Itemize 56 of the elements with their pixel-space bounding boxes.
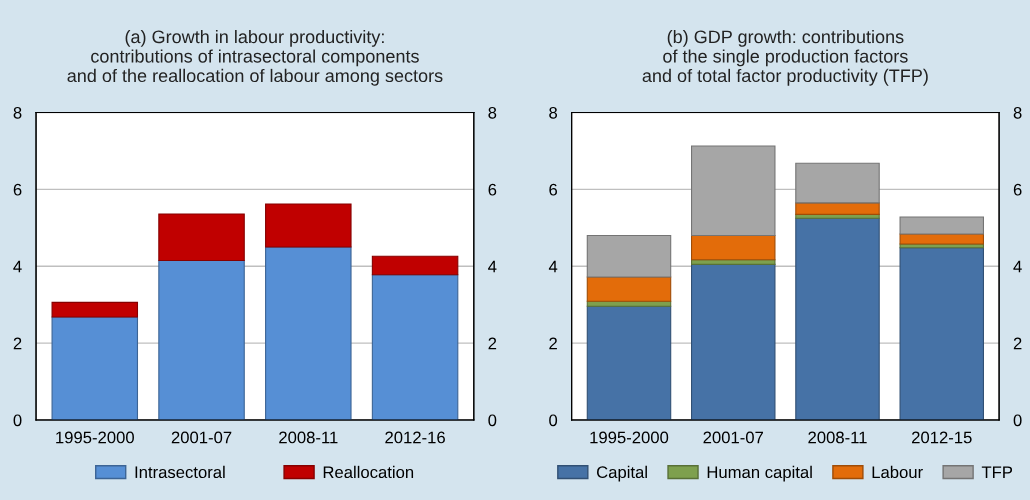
x-tick-label: 2008-11: [808, 431, 867, 444]
x-tick-label: 1995-2000: [590, 431, 669, 444]
y-tick-label: 6: [13, 183, 22, 196]
y-tick-label: 0: [549, 414, 558, 427]
y2-tick-label: 4: [1013, 260, 1022, 273]
y2-tick-label: 2: [488, 337, 497, 350]
y2-tick-label: 8: [488, 106, 497, 119]
bar: [899, 247, 985, 420]
y-tick-label: 2: [549, 337, 557, 350]
bar: [158, 259, 245, 420]
x-tick-label: 2001-07: [703, 431, 763, 444]
bar: [795, 202, 880, 215]
chart-title: (b) GDP growth: contributions of the single production factors and of total factor productivity (TFP): [642, 29, 928, 86]
chart-title: (a) Growth in labour productivity: contributions of intrasectoral components and of the reallocation of labour among sectors: [67, 29, 443, 86]
legend-label: Capital: [597, 465, 647, 482]
x-tick-label: 2001-07: [171, 431, 232, 444]
x-tick-label: 2012-16: [385, 431, 445, 444]
y-tick-label: 0: [13, 414, 22, 427]
bar: [51, 301, 139, 318]
bar: [586, 276, 672, 302]
bar: [265, 203, 352, 248]
bar: [795, 162, 880, 204]
y-tick-label: 6: [549, 183, 558, 196]
y2-tick-label: 8: [1013, 106, 1022, 119]
bar: [51, 316, 139, 420]
bar: [690, 263, 776, 420]
bar: [586, 234, 672, 278]
y-tick-label: 4: [13, 260, 22, 273]
bar: [371, 274, 459, 420]
y-tick-label: 2: [13, 337, 22, 350]
y2-tick-label: 2: [1013, 337, 1022, 350]
legend-label: Human capital: [707, 465, 812, 482]
y2-tick-label: 6: [488, 183, 497, 196]
bar: [371, 255, 459, 276]
y2-tick-label: 0: [1013, 414, 1022, 427]
x-tick-label: 2008-11: [279, 431, 338, 444]
bar: [265, 246, 352, 420]
bar: [690, 234, 776, 261]
x-tick-label: 1995-2000: [56, 431, 134, 444]
y2-tick-label: 4: [488, 260, 497, 273]
legend-label: Labour: [872, 465, 923, 479]
bar: [158, 213, 245, 262]
legend-label: Reallocation: [323, 465, 414, 479]
bar: [899, 233, 985, 245]
y-tick-label: 4: [548, 260, 558, 273]
y-tick-label: 8: [549, 106, 558, 119]
y2-tick-label: 0: [488, 414, 497, 427]
bar: [899, 216, 985, 235]
bar: [586, 305, 672, 420]
bar: [795, 217, 880, 420]
legend-label: Intrasectoral: [135, 465, 225, 479]
y2-tick-label: 6: [1013, 183, 1022, 196]
y-tick-label: 8: [13, 106, 22, 119]
bar: [690, 145, 776, 237]
legend-label: TFP: [981, 466, 1013, 478]
x-tick-label: 2012-15: [912, 431, 972, 444]
